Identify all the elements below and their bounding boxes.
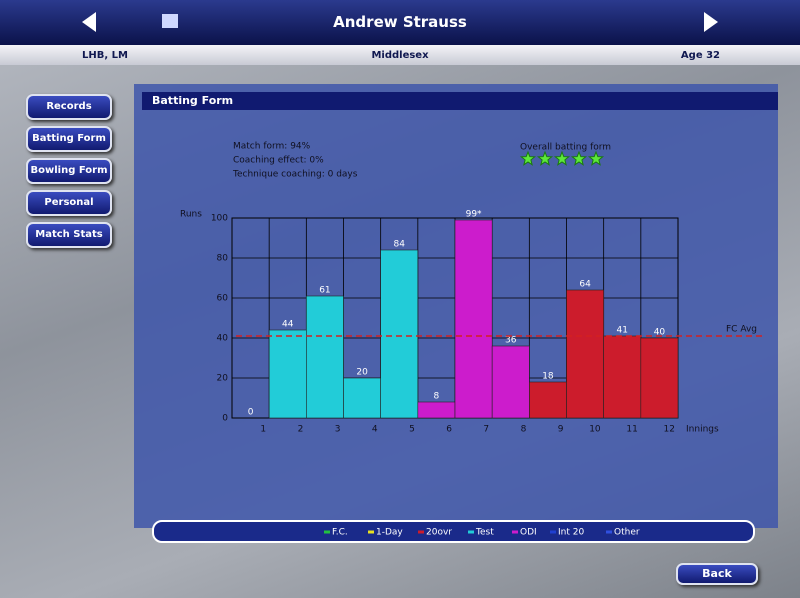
- x-tick-label: 10: [589, 425, 601, 435]
- x-tick-label: 1: [260, 425, 266, 435]
- info-line: Coaching effect: 0%: [233, 156, 324, 166]
- value-label: 18: [542, 372, 554, 382]
- bar: [306, 295, 344, 419]
- bat-icon: [162, 14, 178, 28]
- player-age: Age 32: [680, 50, 720, 61]
- value-label: 8: [434, 392, 440, 402]
- star: [536, 150, 554, 166]
- legend-label: F.C.: [332, 528, 348, 538]
- menu-button[interactable]: Records: [26, 94, 112, 120]
- x-tick-label: 2: [298, 425, 304, 435]
- x-tick-label: 11: [626, 425, 637, 435]
- subheader: LHB, LM Middlesex Age 32: [0, 45, 800, 65]
- player-name: Andrew Strauss: [333, 13, 467, 31]
- menu-button[interactable]: Match Stats: [26, 222, 112, 248]
- bar: [380, 249, 419, 419]
- value-label: 84: [394, 240, 406, 250]
- value-label: 99*: [466, 210, 482, 220]
- x-tick-label: 3: [335, 425, 341, 435]
- legend-label: ODI: [520, 528, 537, 538]
- value-label: 40: [654, 328, 666, 338]
- x-tick-label: 6: [446, 425, 452, 435]
- value-label: 44: [282, 320, 294, 330]
- y-tick-label: 20: [217, 374, 229, 384]
- value-label: 61: [319, 286, 330, 296]
- y-tick-label: 100: [211, 214, 228, 224]
- y-axis-label: Runs: [180, 210, 202, 220]
- value-label: 64: [579, 280, 591, 290]
- player-county: Middlesex: [371, 50, 429, 61]
- legend-label: 1-Day: [376, 528, 403, 538]
- bar: [268, 329, 307, 419]
- x-tick-label: 12: [664, 425, 675, 435]
- menu-button[interactable]: Batting Form: [26, 126, 112, 152]
- chart: Match form: 94% Coaching effect: 0% Techni…: [152, 142, 765, 543]
- y-tick-label: 60: [217, 294, 229, 304]
- bar: [529, 381, 567, 419]
- star: [587, 150, 605, 166]
- legend-label: 20ovr: [426, 528, 452, 538]
- menu-button[interactable]: Bowling Form: [26, 158, 112, 184]
- x-axis-label: Innings: [686, 425, 719, 435]
- prev-arrow[interactable]: [82, 12, 96, 32]
- bar: [491, 345, 530, 419]
- rating-stars: [519, 150, 605, 166]
- info-line: Match form: 94%: [233, 142, 311, 152]
- value-label: 41: [617, 326, 628, 336]
- bar: [640, 337, 679, 419]
- x-tick-label: 8: [521, 425, 527, 435]
- x-tick-label: 9: [558, 425, 564, 435]
- next-arrow[interactable]: [704, 12, 718, 32]
- header: Andrew Strauss: [0, 0, 800, 45]
- back-button[interactable]: Back: [676, 563, 758, 585]
- star: [519, 150, 537, 166]
- y-tick-label: 0: [222, 414, 228, 424]
- menu-button[interactable]: Personal: [26, 190, 112, 216]
- info-line: Technique coaching: 0 days: [232, 170, 358, 180]
- legend-label: Test: [475, 528, 494, 538]
- bar: [343, 377, 381, 419]
- x-tick-label: 7: [483, 425, 489, 435]
- legend-box: [152, 520, 755, 543]
- x-tick-label: 5: [409, 425, 415, 435]
- bar: [454, 219, 493, 419]
- legend-label: Other: [614, 528, 640, 538]
- panel-title: Batting Form: [142, 92, 778, 110]
- x-tick-label: 4: [372, 425, 378, 435]
- overall-label: Overall batting form: [520, 143, 611, 153]
- bar: [417, 401, 456, 419]
- star: [553, 150, 571, 166]
- bar: [603, 335, 642, 419]
- y-tick-label: 40: [217, 334, 229, 344]
- star: [570, 150, 588, 166]
- player-style: LHB, LM: [82, 50, 128, 61]
- legend-label: Int 20: [558, 528, 584, 538]
- bar: [566, 289, 604, 419]
- value-label: 0: [248, 408, 254, 418]
- y-tick-label: 80: [217, 254, 229, 264]
- nav-arrows: [82, 12, 718, 32]
- value-label: 20: [356, 368, 368, 378]
- reference-label: FC Avg: [726, 325, 757, 335]
- value-label: 36: [505, 336, 517, 346]
